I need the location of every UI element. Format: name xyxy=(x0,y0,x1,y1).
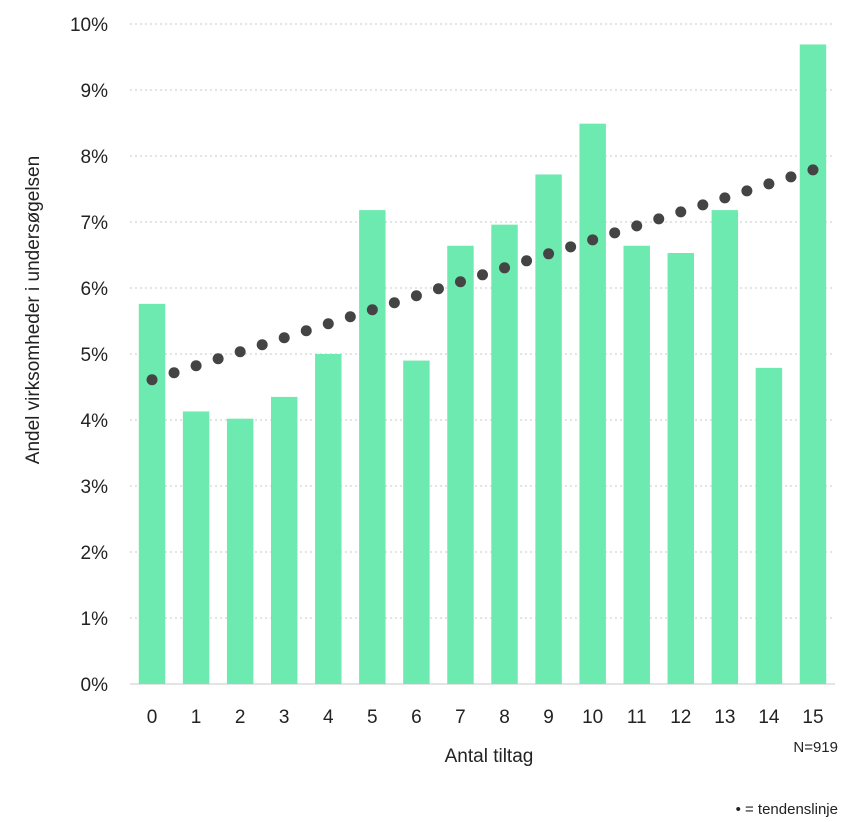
trendline-legend-note: • = tendenslinje xyxy=(736,801,838,818)
bar xyxy=(315,354,342,684)
trend-dot xyxy=(697,199,709,211)
x-tick-label: 15 xyxy=(802,707,823,728)
trend-dot xyxy=(719,192,731,204)
y-tick-label: 10% xyxy=(70,15,108,36)
trend-dot xyxy=(344,311,356,323)
x-tick-label: 2 xyxy=(235,707,246,728)
y-tick-label: 3% xyxy=(81,477,109,498)
trend-dot xyxy=(212,353,224,365)
x-tick-label: 6 xyxy=(411,707,422,728)
bar xyxy=(711,210,739,684)
x-tick-label: 9 xyxy=(543,707,554,728)
x-tick-label: 5 xyxy=(367,707,378,728)
y-tick-label: 2% xyxy=(81,543,109,564)
bars xyxy=(138,44,827,685)
trend-dot xyxy=(410,290,422,302)
bar xyxy=(271,396,298,684)
x-tick-label: 14 xyxy=(758,707,780,728)
bar xyxy=(447,245,474,684)
y-tick-label: 7% xyxy=(81,213,109,234)
bar xyxy=(667,253,694,684)
trend-dot xyxy=(190,360,202,372)
x-tick-label: 8 xyxy=(499,707,510,728)
bar xyxy=(138,303,166,684)
bar xyxy=(535,174,562,685)
bar xyxy=(579,123,606,684)
bar xyxy=(359,210,386,684)
y-tick-label: 1% xyxy=(81,609,109,630)
bar xyxy=(182,411,210,684)
trend-dot xyxy=(477,269,488,281)
sample-size-note: N=919 xyxy=(793,739,838,756)
x-tick-label: 4 xyxy=(323,707,334,728)
x-tick-label: 0 xyxy=(147,707,158,728)
trend-dot xyxy=(322,318,334,330)
trend-dot xyxy=(278,332,290,344)
bar xyxy=(403,360,430,684)
trend-dot xyxy=(653,213,665,225)
x-tick-label: 3 xyxy=(279,707,290,728)
trend-dot xyxy=(454,276,466,288)
y-tick-label: 9% xyxy=(81,81,109,102)
y-tick-label: 6% xyxy=(81,279,109,300)
bar xyxy=(799,44,827,684)
trend-dot xyxy=(168,367,180,379)
trend-dot xyxy=(432,283,444,295)
bar xyxy=(623,245,650,684)
trend-dot xyxy=(785,171,797,183)
trend-dot xyxy=(565,241,577,253)
x-tick-label: 7 xyxy=(455,707,466,728)
trend-dot xyxy=(807,164,819,176)
trend-dot xyxy=(587,234,599,246)
trend-dot xyxy=(300,325,312,337)
bar xyxy=(755,367,783,684)
x-tick-label: 11 xyxy=(627,707,647,728)
trend-dot xyxy=(388,297,400,309)
trendline xyxy=(146,164,819,386)
y-axis-title: Andel virksomheder i undersøgelsen xyxy=(23,156,44,464)
trend-dot xyxy=(499,262,511,274)
trend-dot xyxy=(366,304,378,316)
y-tick-label: 8% xyxy=(81,147,109,168)
trend-dot xyxy=(631,220,643,232)
trend-dot xyxy=(741,185,753,197)
trend-dot xyxy=(675,206,687,218)
bar xyxy=(226,418,254,684)
trend-dot xyxy=(234,346,246,358)
y-tick-label: 4% xyxy=(81,411,109,432)
trend-dot xyxy=(521,255,533,267)
trend-dot xyxy=(256,339,268,351)
x-tick-label: 1 xyxy=(191,707,202,728)
x-tick-label: 10 xyxy=(582,707,603,728)
bar xyxy=(491,224,518,684)
x-tick-label: 12 xyxy=(670,707,691,728)
x-axis-title: Antal tiltag xyxy=(445,746,534,767)
trend-dot xyxy=(146,374,158,386)
trend-dot xyxy=(609,227,621,239)
x-tick-labels: 0 1 2 3 4 5 6 7 8 9 10 11 12 13 14 15 xyxy=(147,707,824,728)
trend-dot xyxy=(543,248,555,260)
y-tick-label: 5% xyxy=(81,345,109,366)
trend-dot xyxy=(763,178,775,190)
x-tick-label: 13 xyxy=(714,707,735,728)
y-tick-label: 0% xyxy=(81,675,109,696)
y-tick-labels: 0% 1% 2% 3% 4% 5% 6% 7% 8% 9% 10% xyxy=(70,15,108,696)
